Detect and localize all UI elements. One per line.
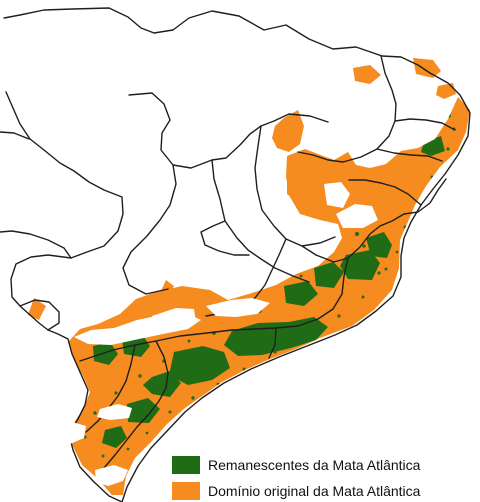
legend-swatch-green (172, 456, 200, 474)
legend-item-remnants: Remanescentes da Mata Atlântica (172, 456, 420, 474)
legend-label-original-domain: Domínio original da Mata Atlântica (208, 483, 421, 499)
legend-label-remnants: Remanescentes da Mata Atlântica (208, 457, 421, 473)
atlantic-forest-original-domain-shape (28, 58, 470, 495)
legend-swatch-orange (172, 482, 200, 500)
atlantic-forest-remnants-shape (83, 106, 456, 458)
white-gaps (54, 182, 378, 486)
map-legend: Remanescentes da Mata Atlântica Domínio … (172, 456, 478, 500)
state-boundaries (0, 7, 471, 502)
legend-item-original-domain: Domínio original da Mata Atlântica (172, 482, 420, 500)
